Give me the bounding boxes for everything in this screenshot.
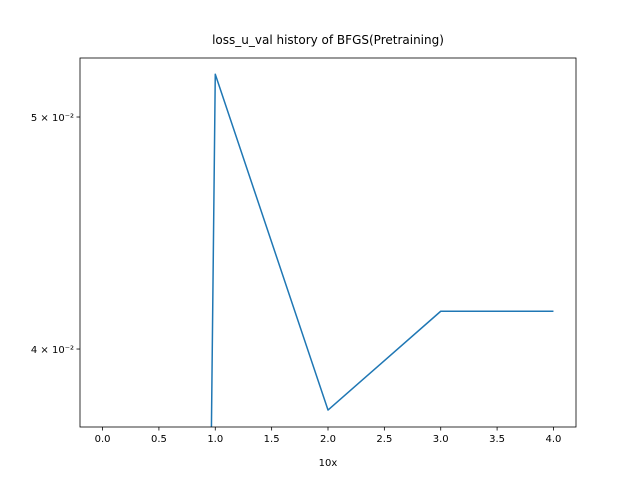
x-tick-label: 4.0 [546, 434, 562, 445]
x-tick-label: 1.0 [207, 434, 223, 445]
x-tick-label: 3.0 [433, 434, 449, 445]
x-axis-label: 10x [319, 458, 338, 469]
plot-area [210, 73, 554, 427]
x-tick-label: 0.0 [95, 434, 111, 445]
line-series [210, 73, 554, 427]
x-tick-label: 1.5 [264, 434, 280, 445]
y-tick-label: 5 × 10⁻² [31, 113, 74, 124]
x-tick-label: 3.5 [489, 434, 505, 445]
x-tick-label: 2.0 [320, 434, 336, 445]
axes-frame [79, 57, 577, 428]
x-tick-label: 0.5 [151, 434, 167, 445]
chart-title: loss_u_val history of BFGS(Pretraining) [212, 33, 444, 47]
x-tick-label: 2.5 [376, 434, 392, 445]
y-tick-label: 4 × 10⁻² [31, 345, 74, 356]
